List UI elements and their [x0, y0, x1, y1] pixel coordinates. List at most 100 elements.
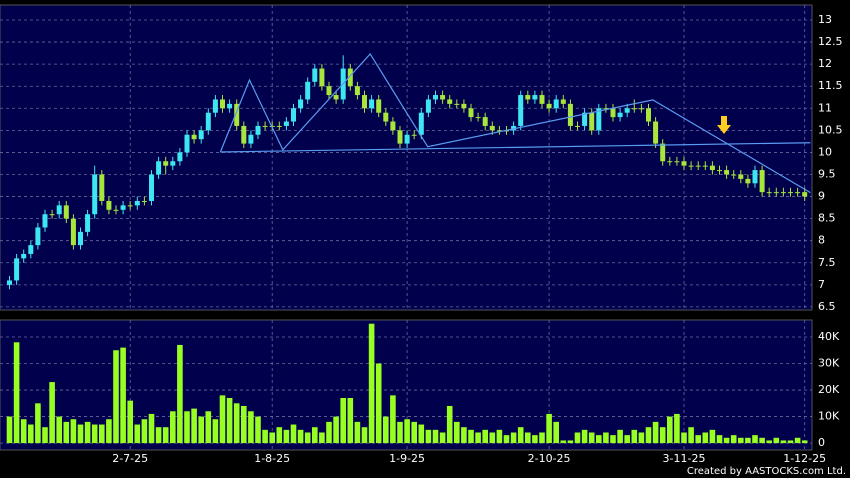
volume-bar [312, 427, 318, 444]
candle-body [369, 99, 375, 109]
y-tick-label: 12.5 [818, 35, 843, 48]
candle-body [212, 99, 218, 113]
volume-bar [184, 411, 190, 444]
volume-bar [262, 429, 268, 444]
candle-body [475, 117, 481, 119]
y-tick-label: 10 [818, 145, 832, 158]
candle-body [70, 218, 76, 246]
volume-bar [340, 398, 346, 444]
candle-body [56, 205, 62, 215]
candle-body [49, 214, 55, 216]
candle-body [283, 121, 289, 126]
candle-body [447, 99, 453, 104]
volume-bar [333, 416, 339, 444]
candle-body [255, 125, 261, 135]
candle-body [702, 165, 708, 167]
y-tick-label: 8 [818, 234, 825, 247]
volume-bar [6, 416, 13, 444]
volume-bar [702, 432, 709, 444]
volume-bar [418, 424, 425, 444]
volume-bar [667, 416, 673, 444]
volume-bar [581, 429, 588, 444]
volume-bar [468, 429, 474, 444]
volume-bar [645, 427, 652, 444]
volume-bar [42, 427, 48, 444]
volume-bar [248, 411, 254, 444]
volume-bar [106, 419, 112, 444]
candle-body [454, 103, 460, 105]
candle-body [120, 205, 126, 210]
candle-body [397, 130, 403, 144]
candle-body [674, 161, 680, 163]
candle-body [525, 95, 531, 100]
y-tick-label: 7.5 [818, 256, 836, 269]
candle-body [731, 174, 737, 176]
candle-body [802, 192, 808, 197]
volume-bar [354, 421, 361, 444]
candle-body [631, 108, 637, 110]
candle-body [106, 200, 112, 210]
candle-body [624, 108, 630, 113]
candle-body [688, 165, 694, 167]
volume-bar [212, 419, 219, 444]
candle-body [681, 161, 687, 166]
candle-body [582, 112, 588, 126]
candle-body [745, 178, 751, 184]
candle-body [376, 99, 382, 113]
volume-bar [439, 432, 446, 444]
price-panel [0, 4, 813, 311]
candle-body [752, 170, 758, 184]
volume-bar [730, 435, 737, 444]
volume-bar [674, 413, 680, 444]
volume-bar [134, 424, 141, 444]
volume-bar [446, 405, 453, 444]
candle-body [127, 205, 133, 207]
volume-bar [560, 440, 567, 444]
volume-bar [801, 440, 808, 444]
volume-bar [276, 427, 283, 444]
candle-body [404, 134, 410, 144]
volume-bar [780, 440, 787, 444]
candle-body [113, 209, 119, 211]
volume-bar [475, 432, 481, 444]
volume-bar [610, 435, 616, 444]
volume-bar [688, 427, 694, 444]
y-tick-label: 9 [818, 190, 825, 203]
candle-body [156, 161, 162, 175]
volume-bar [191, 408, 197, 444]
volume-bar [397, 421, 403, 444]
candle-body [326, 86, 332, 96]
candle-body [440, 95, 446, 100]
volume-bar [411, 421, 417, 444]
candle-body [85, 214, 91, 232]
candle-body [667, 161, 673, 163]
candle-body [610, 108, 616, 118]
candle-body [198, 130, 204, 140]
candle-body [7, 280, 12, 285]
candle-body [78, 231, 83, 246]
volume-bar [695, 435, 701, 444]
candle-body [433, 95, 438, 100]
y-tick-label: 8.5 [818, 212, 836, 225]
volume-bar [383, 416, 389, 444]
x-tick-label: 1-9-25 [389, 452, 425, 465]
marks [6, 53, 811, 444]
volume-bar [461, 427, 467, 444]
candle-body [347, 68, 353, 87]
volume-bar [56, 416, 62, 444]
trend-line [219, 53, 811, 194]
candle-body [738, 174, 744, 179]
trend-line [220, 142, 811, 153]
candle-body [319, 68, 325, 87]
candle-body [248, 134, 254, 144]
volume-bar [425, 429, 432, 444]
candle-body [170, 161, 176, 166]
volume-bar [269, 432, 275, 444]
candle-body [362, 95, 367, 109]
volume-bar [709, 429, 716, 444]
y-tick-label: 11 [818, 101, 832, 114]
volume-bar [205, 411, 212, 444]
volume-bar [70, 419, 77, 444]
candle-body [92, 174, 98, 215]
volume-bar [255, 416, 261, 444]
